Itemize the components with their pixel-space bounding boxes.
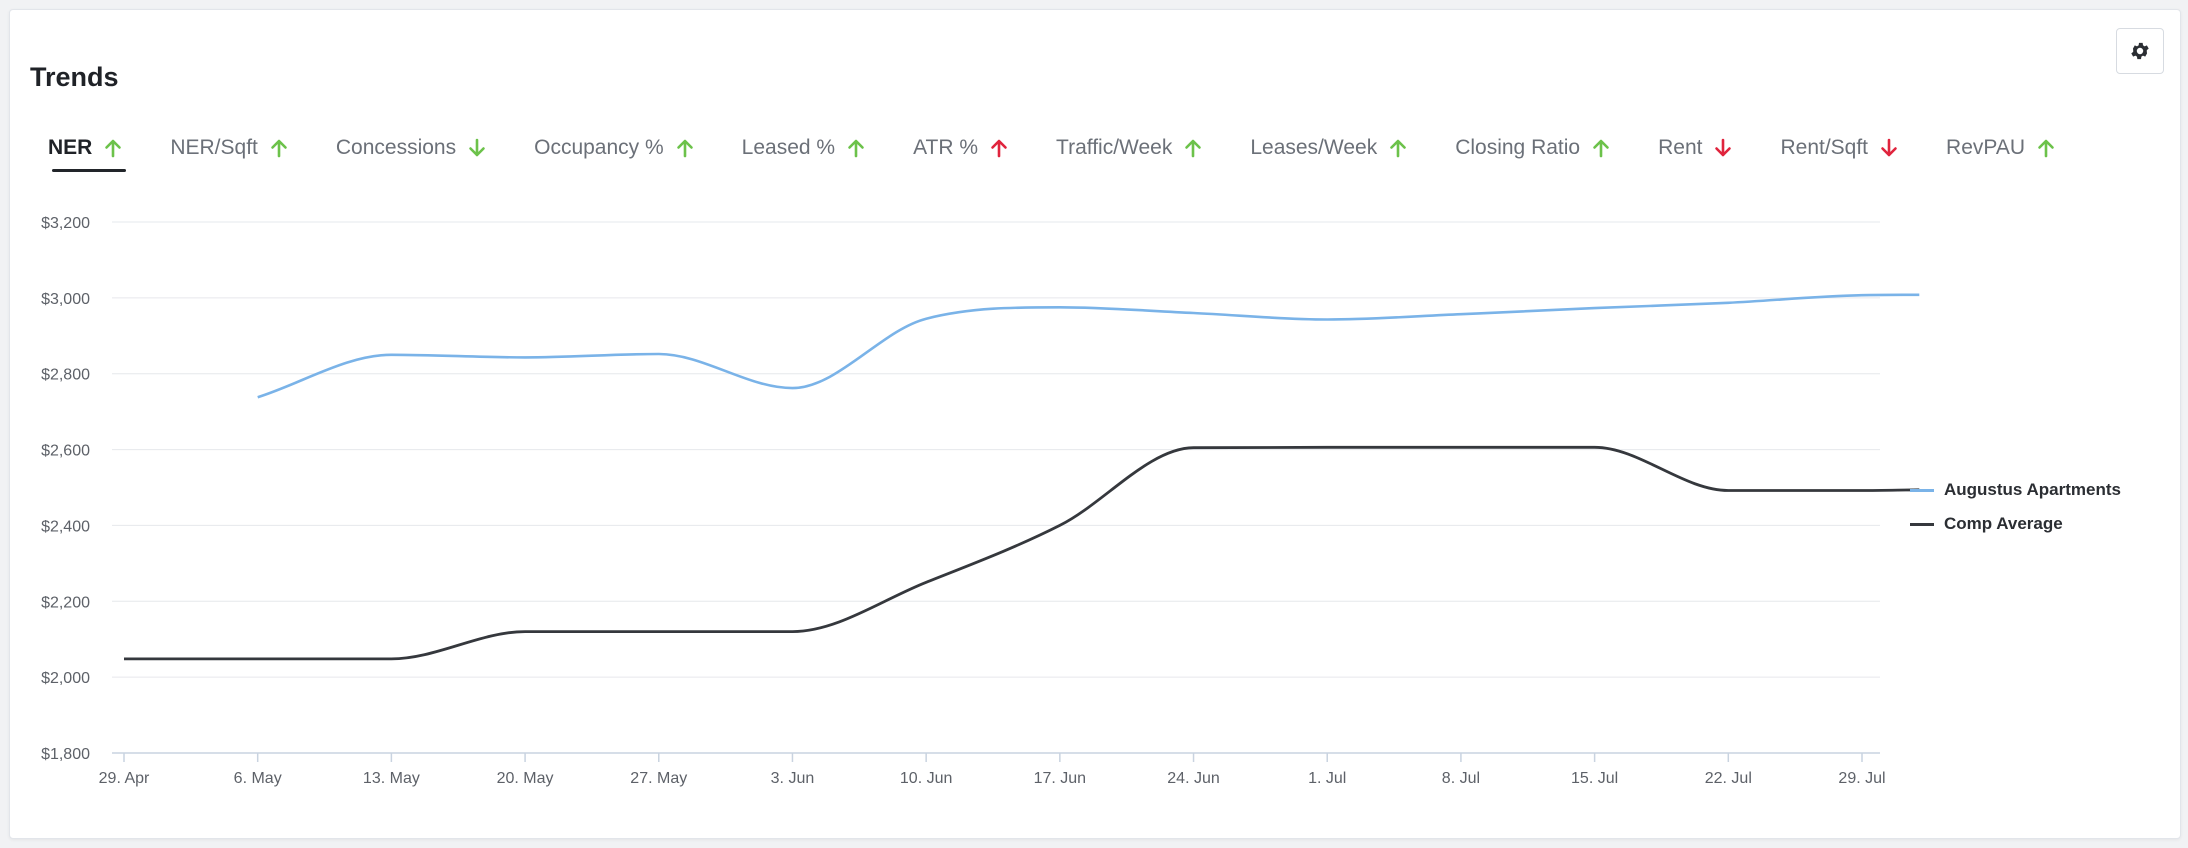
- legend-item[interactable]: Augustus Apartments: [1910, 473, 2121, 507]
- x-tick-label: 17. Jun: [1034, 770, 1086, 787]
- x-tick-label: 29. Apr: [99, 770, 150, 787]
- series-line-augustus-apartments: [258, 295, 1920, 397]
- x-tick-label: 22. Jul: [1705, 770, 1752, 787]
- legend-swatch: [1910, 489, 1934, 492]
- x-tick-label: 29. Jul: [1838, 770, 1885, 787]
- x-tick-label: 3. Jun: [771, 770, 815, 787]
- y-tick-label: $3,000: [41, 291, 90, 308]
- x-tick-label: 20. May: [497, 770, 554, 787]
- y-tick-label: $2,400: [41, 518, 90, 535]
- y-tick-label: $2,800: [41, 367, 90, 384]
- legend-label: Augustus Apartments: [1944, 480, 2121, 500]
- series-line-comp-average: [124, 447, 1919, 659]
- y-tick-label: $2,600: [41, 443, 90, 460]
- x-tick-label: 15. Jul: [1571, 770, 1618, 787]
- legend-item[interactable]: Comp Average: [1910, 507, 2121, 541]
- y-tick-label: $2,000: [41, 670, 90, 687]
- x-tick-label: 6. May: [234, 770, 282, 787]
- legend-swatch: [1910, 523, 1934, 526]
- x-tick-label: 13. May: [363, 770, 420, 787]
- y-tick-label: $2,200: [41, 594, 90, 611]
- x-tick-label: 10. Jun: [900, 770, 952, 787]
- y-tick-label: $1,800: [41, 746, 90, 763]
- y-tick-label: $3,200: [41, 215, 90, 232]
- legend-label: Comp Average: [1944, 514, 2063, 534]
- chart-legend: Augustus Apartments Comp Average: [1910, 473, 2121, 541]
- x-tick-label: 24. Jun: [1167, 770, 1219, 787]
- x-tick-label: 8. Jul: [1442, 770, 1480, 787]
- x-tick-label: 1. Jul: [1308, 770, 1346, 787]
- x-tick-label: 27. May: [630, 770, 687, 787]
